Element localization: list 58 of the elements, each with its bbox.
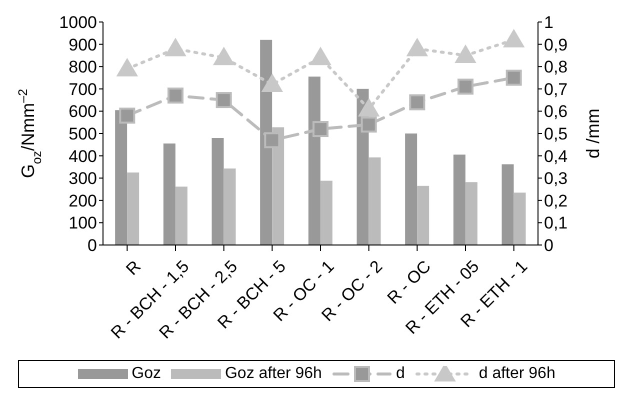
point (116, 58, 138, 76)
point (216, 92, 232, 108)
bar (514, 192, 526, 245)
y2-tick-label: 0 (544, 236, 554, 256)
y2-tick-label: 0,4 (544, 146, 568, 166)
bar (127, 172, 140, 245)
bar (175, 186, 188, 245)
point (506, 70, 522, 86)
y2-tick-label: 0,9 (544, 35, 568, 54)
bar (453, 154, 466, 245)
point (310, 47, 331, 66)
legend-label: d (396, 365, 405, 383)
y-tick-label: 500 (68, 124, 97, 144)
y2-tick-label: 0,3 (544, 169, 568, 188)
point (455, 44, 476, 63)
y2-tick-label: 0,7 (544, 80, 568, 99)
bar (163, 144, 176, 245)
legend-label: Goz after 96h (224, 365, 322, 383)
y2-tick-label: 0,1 (544, 214, 568, 233)
bar (465, 182, 478, 245)
bar (417, 186, 430, 245)
bar (502, 164, 514, 245)
y-tick-label: 0 (88, 236, 97, 256)
y2-tick-label: 0,2 (544, 191, 568, 210)
y-tick-label: 300 (68, 169, 97, 188)
y-tick-label: 100 (68, 214, 97, 233)
point (262, 74, 283, 92)
legend-label: d after 96h (478, 365, 556, 383)
point (165, 38, 186, 56)
y-tick-label: 200 (68, 191, 97, 210)
bar (224, 168, 236, 245)
bar (368, 157, 381, 245)
x-tick-label: R (122, 256, 144, 279)
y-tick-label: 600 (68, 102, 97, 122)
point (312, 121, 328, 138)
y-tick-label: 400 (68, 146, 97, 166)
y2-tick-label: 0,8 (544, 58, 568, 77)
point (119, 108, 136, 124)
point (168, 88, 184, 104)
bar (320, 180, 332, 245)
y-tick-label: 800 (68, 58, 97, 77)
point (264, 132, 280, 148)
y2-tick-label: 0,5 (544, 124, 568, 144)
y2-tick-label: 1 (544, 13, 554, 32)
y-tick-label: 900 (68, 35, 97, 54)
point (406, 38, 428, 56)
y-tick-label: 1000 (59, 13, 97, 32)
y2-axis-title: d /mm (583, 108, 603, 159)
point (503, 29, 524, 48)
point (458, 78, 474, 95)
bar (212, 138, 224, 245)
point (213, 47, 234, 66)
y-tick-label: 700 (68, 80, 97, 99)
point (409, 94, 426, 110)
legend-label: Goz (132, 365, 161, 383)
point (360, 116, 377, 133)
y2-tick-label: 0,6 (544, 102, 568, 122)
bar (405, 134, 418, 245)
